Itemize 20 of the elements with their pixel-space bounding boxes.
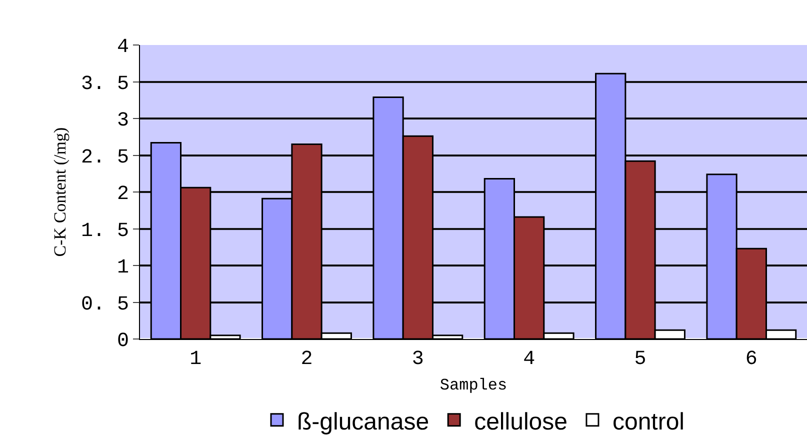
legend-label: cellulose xyxy=(474,408,568,436)
y-tick-label: 1. 5 xyxy=(80,220,129,243)
x-tick-label: 2 xyxy=(300,348,313,371)
y-tick-label: 2. 5 xyxy=(80,146,129,170)
x-axis-title: Samples xyxy=(440,376,508,395)
y-tick-label: 4 xyxy=(116,36,129,59)
x-tick-label: 6 xyxy=(745,348,758,371)
y-tick-label: 3. 5 xyxy=(80,72,129,96)
legend-label: control xyxy=(612,408,685,436)
y-axis-title: C-K Content (/mg) xyxy=(50,127,70,257)
x-tick-label: 5 xyxy=(634,348,646,371)
legend-label: ß-glucanase xyxy=(297,408,430,436)
x-tick-label: 3 xyxy=(412,348,424,371)
y-tick-label: 3 xyxy=(116,110,129,132)
y-tick-label: 0 xyxy=(116,330,129,353)
y-tick-label: 1 xyxy=(116,256,129,280)
x-tick-label: 4 xyxy=(523,348,536,371)
y-tick-label: 2 xyxy=(116,183,129,206)
y-tick-label: 0. 5 xyxy=(80,293,129,316)
x-tick-label: 1 xyxy=(190,348,202,371)
